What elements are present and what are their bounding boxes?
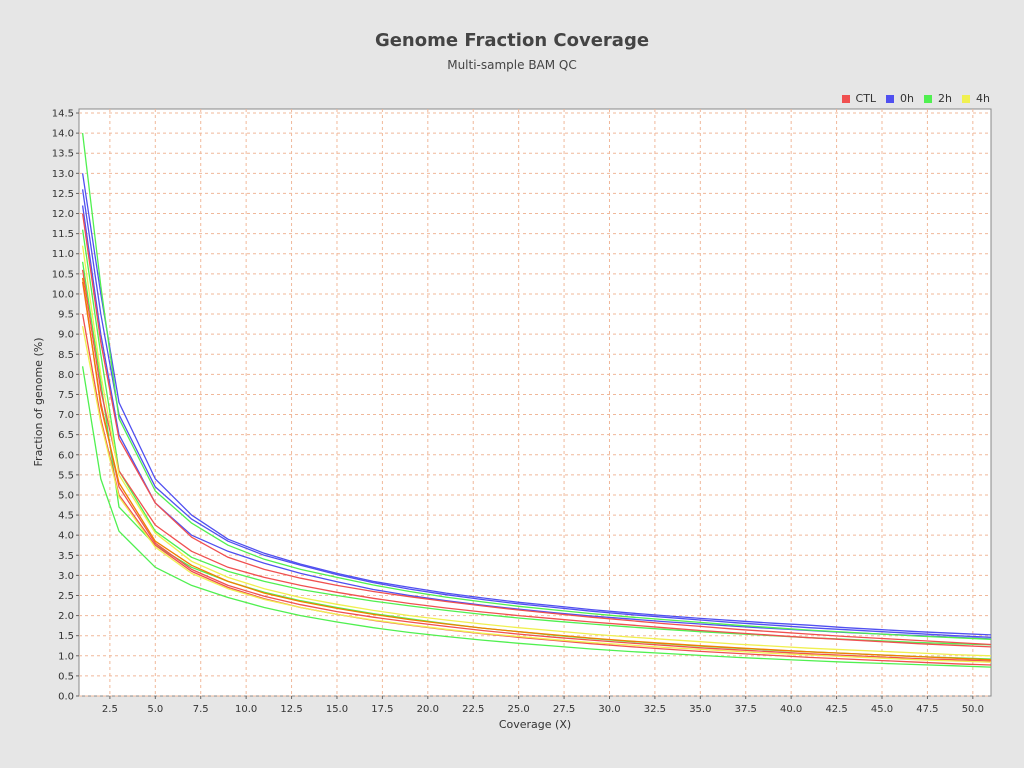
y-tick-label: 12.0 xyxy=(52,209,74,220)
y-tick-label: 12.5 xyxy=(52,189,74,200)
series-line-2h-6 xyxy=(81,366,991,668)
legend-item-4h: 4h xyxy=(962,92,990,105)
x-tick-label: 22.5 xyxy=(462,704,484,715)
x-tick-label: 5.0 xyxy=(147,704,163,715)
x-tick-label: 30.0 xyxy=(598,704,620,715)
y-tick-label: 4.0 xyxy=(58,531,74,542)
series-line-ctl-10 xyxy=(81,313,991,666)
x-tick-labels: 2.5 5.0 7.5 10.0 12.5 15.0 17.5 20.0 22.5 25.0 27.… xyxy=(102,696,984,715)
series-line-0h-0 xyxy=(81,173,991,636)
x-tick-label: 7.5 xyxy=(193,704,209,715)
chart-title: Genome Fraction Coverage xyxy=(374,30,650,51)
y-tick-label: 11.0 xyxy=(52,249,74,260)
y-tick-label: 10.5 xyxy=(52,269,74,280)
legend-label-ctl: CTL xyxy=(855,92,877,105)
legend-item-0h: 0h xyxy=(886,92,914,105)
legend-label-2h: 2h xyxy=(938,92,953,105)
y-tick-label: 3.0 xyxy=(58,571,74,582)
y-tick-label: 2.5 xyxy=(58,591,74,602)
y-tick-label: 1.5 xyxy=(58,631,74,642)
y-tick-label: 14.0 xyxy=(52,129,74,140)
y-tick-label: 1.0 xyxy=(58,651,74,662)
y-tick-label: 5.0 xyxy=(58,490,74,501)
y-tick-label: 4.5 xyxy=(58,511,74,522)
y-tick-label: 14.5 xyxy=(52,109,74,120)
x-tick-label: 12.5 xyxy=(280,704,302,715)
y-tick-label: 7.5 xyxy=(58,390,74,401)
y-tick-label: 9.0 xyxy=(58,330,74,341)
y-tick-label: 2.0 xyxy=(58,611,74,622)
x-tick-label: 45.0 xyxy=(871,704,893,715)
y-tick-label: 7.0 xyxy=(58,410,74,421)
legend-swatch-ctl xyxy=(841,94,850,103)
x-tick-label: 35.0 xyxy=(689,704,711,715)
series-group xyxy=(81,133,991,668)
x-tick-label: 50.0 xyxy=(962,704,984,715)
y-tick-label: 0.0 xyxy=(58,692,74,703)
x-tick-label: 27.5 xyxy=(553,704,575,715)
y-tick-labels: 0.0 0.5 1.0 1.5 2.0 2.5 3.0 3.5 4.0 4.5 5.0 5.5 6.0 6… xyxy=(52,109,79,703)
series-line-0h-1 xyxy=(81,189,991,638)
legend-item-ctl: CTL xyxy=(841,92,877,105)
y-tick-label: 8.0 xyxy=(58,370,74,381)
series-line-4h-11 xyxy=(81,245,991,657)
y-tick-label: 9.5 xyxy=(58,310,74,321)
series-line-4h-12 xyxy=(81,325,991,663)
legend-swatch-0h xyxy=(886,94,895,103)
x-tick-label: 15.0 xyxy=(326,704,348,715)
y-tick-label: 10.0 xyxy=(52,289,74,300)
series-line-ctl-8 xyxy=(81,269,991,648)
y-tick-label: 13.0 xyxy=(52,169,74,180)
series-line-ctl-9 xyxy=(81,281,991,662)
y-tick-label: 8.5 xyxy=(58,350,74,361)
chart-legend: CTL 0h 2h 4h xyxy=(841,92,990,105)
x-tick-label: 17.5 xyxy=(371,704,393,715)
series-line-4h-13 xyxy=(81,277,991,661)
legend-item-2h: 2h xyxy=(924,92,952,105)
x-tick-label: 2.5 xyxy=(102,704,118,715)
y-tick-label: 13.5 xyxy=(52,149,74,160)
y-tick-label: 5.5 xyxy=(58,470,74,481)
legend-swatch-4h xyxy=(962,94,971,103)
y-tick-label: 6.0 xyxy=(58,450,74,461)
y-axis-label: Fraction of genome (%) xyxy=(32,338,45,467)
series-line-ctl-7 xyxy=(81,213,991,646)
y-tick-label: 11.5 xyxy=(52,229,74,240)
legend-swatch-2h xyxy=(924,94,933,103)
x-tick-label: 10.0 xyxy=(235,704,257,715)
legend-label-0h: 0h xyxy=(900,92,915,105)
x-tick-label: 32.5 xyxy=(644,704,666,715)
grid-lines xyxy=(79,109,991,697)
series-line-2h-3 xyxy=(81,133,991,640)
y-tick-label: 3.5 xyxy=(58,551,74,562)
x-tick-label: 47.5 xyxy=(916,704,938,715)
x-tick-label: 25.0 xyxy=(508,704,530,715)
x-tick-label: 40.0 xyxy=(780,704,802,715)
y-tick-label: 0.5 xyxy=(58,671,74,682)
legend-label-4h: 4h xyxy=(976,92,990,105)
chart-subtitle: Multi-sample BAM QC xyxy=(447,58,577,72)
y-tick-label: 6.5 xyxy=(58,430,74,441)
x-axis-label: Coverage (X) xyxy=(499,718,571,731)
x-tick-label: 20.0 xyxy=(417,704,439,715)
x-tick-label: 42.5 xyxy=(825,704,847,715)
x-tick-label: 37.5 xyxy=(735,704,757,715)
